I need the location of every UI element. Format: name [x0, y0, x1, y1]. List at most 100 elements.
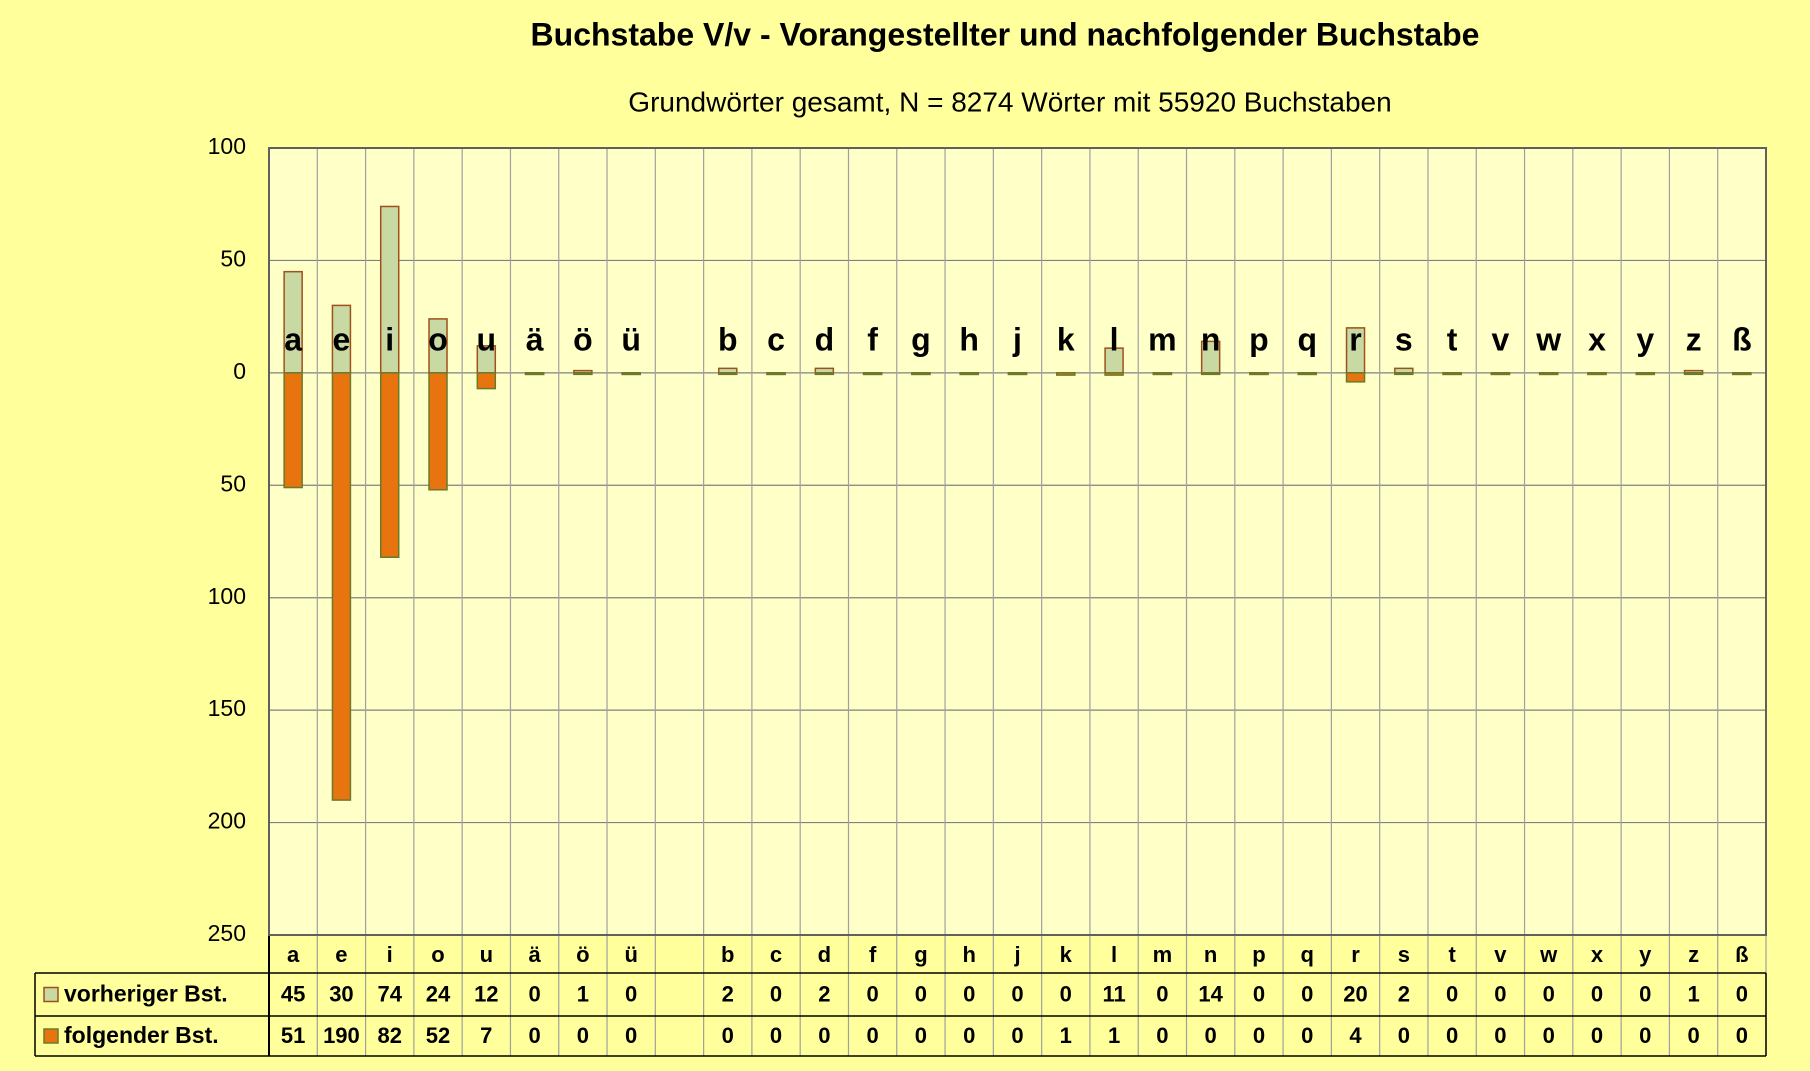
- bar: [959, 372, 979, 376]
- table-header: x: [1591, 942, 1604, 967]
- bar: [573, 372, 593, 376]
- category-letter: l: [1110, 321, 1119, 357]
- bar: [283, 372, 303, 489]
- table-value: 1: [577, 981, 589, 1006]
- table-value: 0: [577, 1023, 589, 1048]
- table-header: s: [1398, 942, 1410, 967]
- table-value: 82: [377, 1023, 401, 1048]
- bar: [911, 372, 931, 376]
- table-value: 0: [1446, 1023, 1458, 1048]
- category-letter: p: [1249, 321, 1269, 357]
- category-letter: g: [911, 321, 931, 357]
- table-header: u: [480, 942, 493, 967]
- table-value: 0: [1543, 1023, 1555, 1048]
- category-letter: ß: [1732, 321, 1752, 357]
- table-value: 1: [1687, 981, 1699, 1006]
- table-value: 0: [625, 1023, 637, 1048]
- y-tick-label: 100: [208, 583, 246, 609]
- table-value: 45: [281, 981, 305, 1006]
- table-value: 0: [1156, 981, 1168, 1006]
- category-letter: o: [428, 321, 448, 357]
- table-header: f: [869, 942, 877, 967]
- legend-label: vorheriger Bst.: [64, 981, 228, 1007]
- category-letter: j: [1012, 321, 1022, 357]
- table-value: 7: [480, 1023, 492, 1048]
- table-header: r: [1351, 942, 1360, 967]
- table-value: 14: [1198, 981, 1223, 1006]
- table-value: 51: [281, 1023, 305, 1048]
- legend-label: folgender Bst.: [64, 1022, 219, 1048]
- bar: [766, 372, 786, 376]
- table-value: 1: [1108, 1023, 1120, 1048]
- table-header: q: [1301, 942, 1314, 967]
- bar: [1152, 372, 1173, 376]
- category-letter: q: [1297, 321, 1317, 357]
- category-letter: b: [718, 321, 738, 357]
- category-letter: f: [867, 321, 878, 357]
- table-value: 0: [1591, 981, 1603, 1006]
- table-value: 0: [770, 981, 782, 1006]
- bar: [1635, 372, 1656, 376]
- table-value: 0: [1639, 981, 1651, 1006]
- bar: [1297, 372, 1317, 376]
- table-header: b: [721, 942, 734, 967]
- bar: [862, 372, 883, 376]
- bar: [476, 372, 497, 390]
- table-value: 0: [770, 1023, 782, 1048]
- category-letter: n: [1201, 321, 1221, 357]
- y-tick-label: 100: [208, 133, 246, 159]
- table-value: 0: [1011, 1023, 1023, 1048]
- table-value: 2: [722, 981, 734, 1006]
- bar: [428, 372, 448, 491]
- table-value: 0: [1301, 1023, 1313, 1048]
- table-value: 0: [1156, 1023, 1168, 1048]
- table-value: 0: [1736, 981, 1748, 1006]
- table-value: 0: [963, 1023, 975, 1048]
- category-letter: x: [1588, 321, 1606, 357]
- table-header: o: [431, 942, 444, 967]
- category-letter: ä: [526, 321, 544, 357]
- table-value: 0: [1687, 1023, 1699, 1048]
- table-header: g: [914, 942, 927, 967]
- bar: [1732, 372, 1752, 376]
- y-tick-label: 0: [233, 358, 246, 384]
- table-header: ü: [624, 942, 637, 967]
- bar: [1200, 372, 1221, 376]
- bar: [718, 372, 738, 376]
- y-tick-label: 150: [208, 695, 246, 721]
- table-header: y: [1639, 942, 1652, 967]
- table-header: h: [962, 942, 975, 967]
- table-value: 0: [867, 1023, 879, 1048]
- table-header: i: [387, 942, 393, 967]
- category-letter: e: [333, 321, 351, 357]
- table-header: v: [1494, 942, 1507, 967]
- table-value: 0: [1446, 981, 1458, 1006]
- table-header: d: [818, 942, 831, 967]
- table-value: 1: [1060, 1023, 1072, 1048]
- table-header: a: [287, 942, 300, 967]
- table-value: 0: [1591, 1023, 1603, 1048]
- bar: [1249, 372, 1269, 376]
- y-tick-label: 50: [220, 246, 246, 272]
- bar: [1490, 372, 1511, 376]
- legend-swatch: [43, 986, 59, 1003]
- category-letter: w: [1535, 321, 1561, 357]
- category-letter: v: [1492, 321, 1510, 357]
- table-value: 0: [915, 1023, 927, 1048]
- legend-swatch: [43, 1028, 59, 1044]
- table-header: m: [1153, 942, 1173, 967]
- table-value: 0: [1494, 981, 1506, 1006]
- category-letter: h: [959, 321, 979, 357]
- table-header: p: [1252, 942, 1265, 967]
- table-value: 0: [528, 1023, 540, 1048]
- table-value: 12: [474, 981, 498, 1006]
- bar: [1442, 372, 1462, 376]
- table-value: 11: [1102, 981, 1125, 1006]
- category-letter: y: [1636, 321, 1654, 357]
- bar: [1345, 372, 1366, 383]
- table-header: ä: [528, 942, 541, 967]
- table-header: n: [1204, 942, 1217, 967]
- table-header: e: [335, 942, 347, 967]
- category-letter: t: [1447, 321, 1458, 357]
- table-header: z: [1688, 942, 1699, 967]
